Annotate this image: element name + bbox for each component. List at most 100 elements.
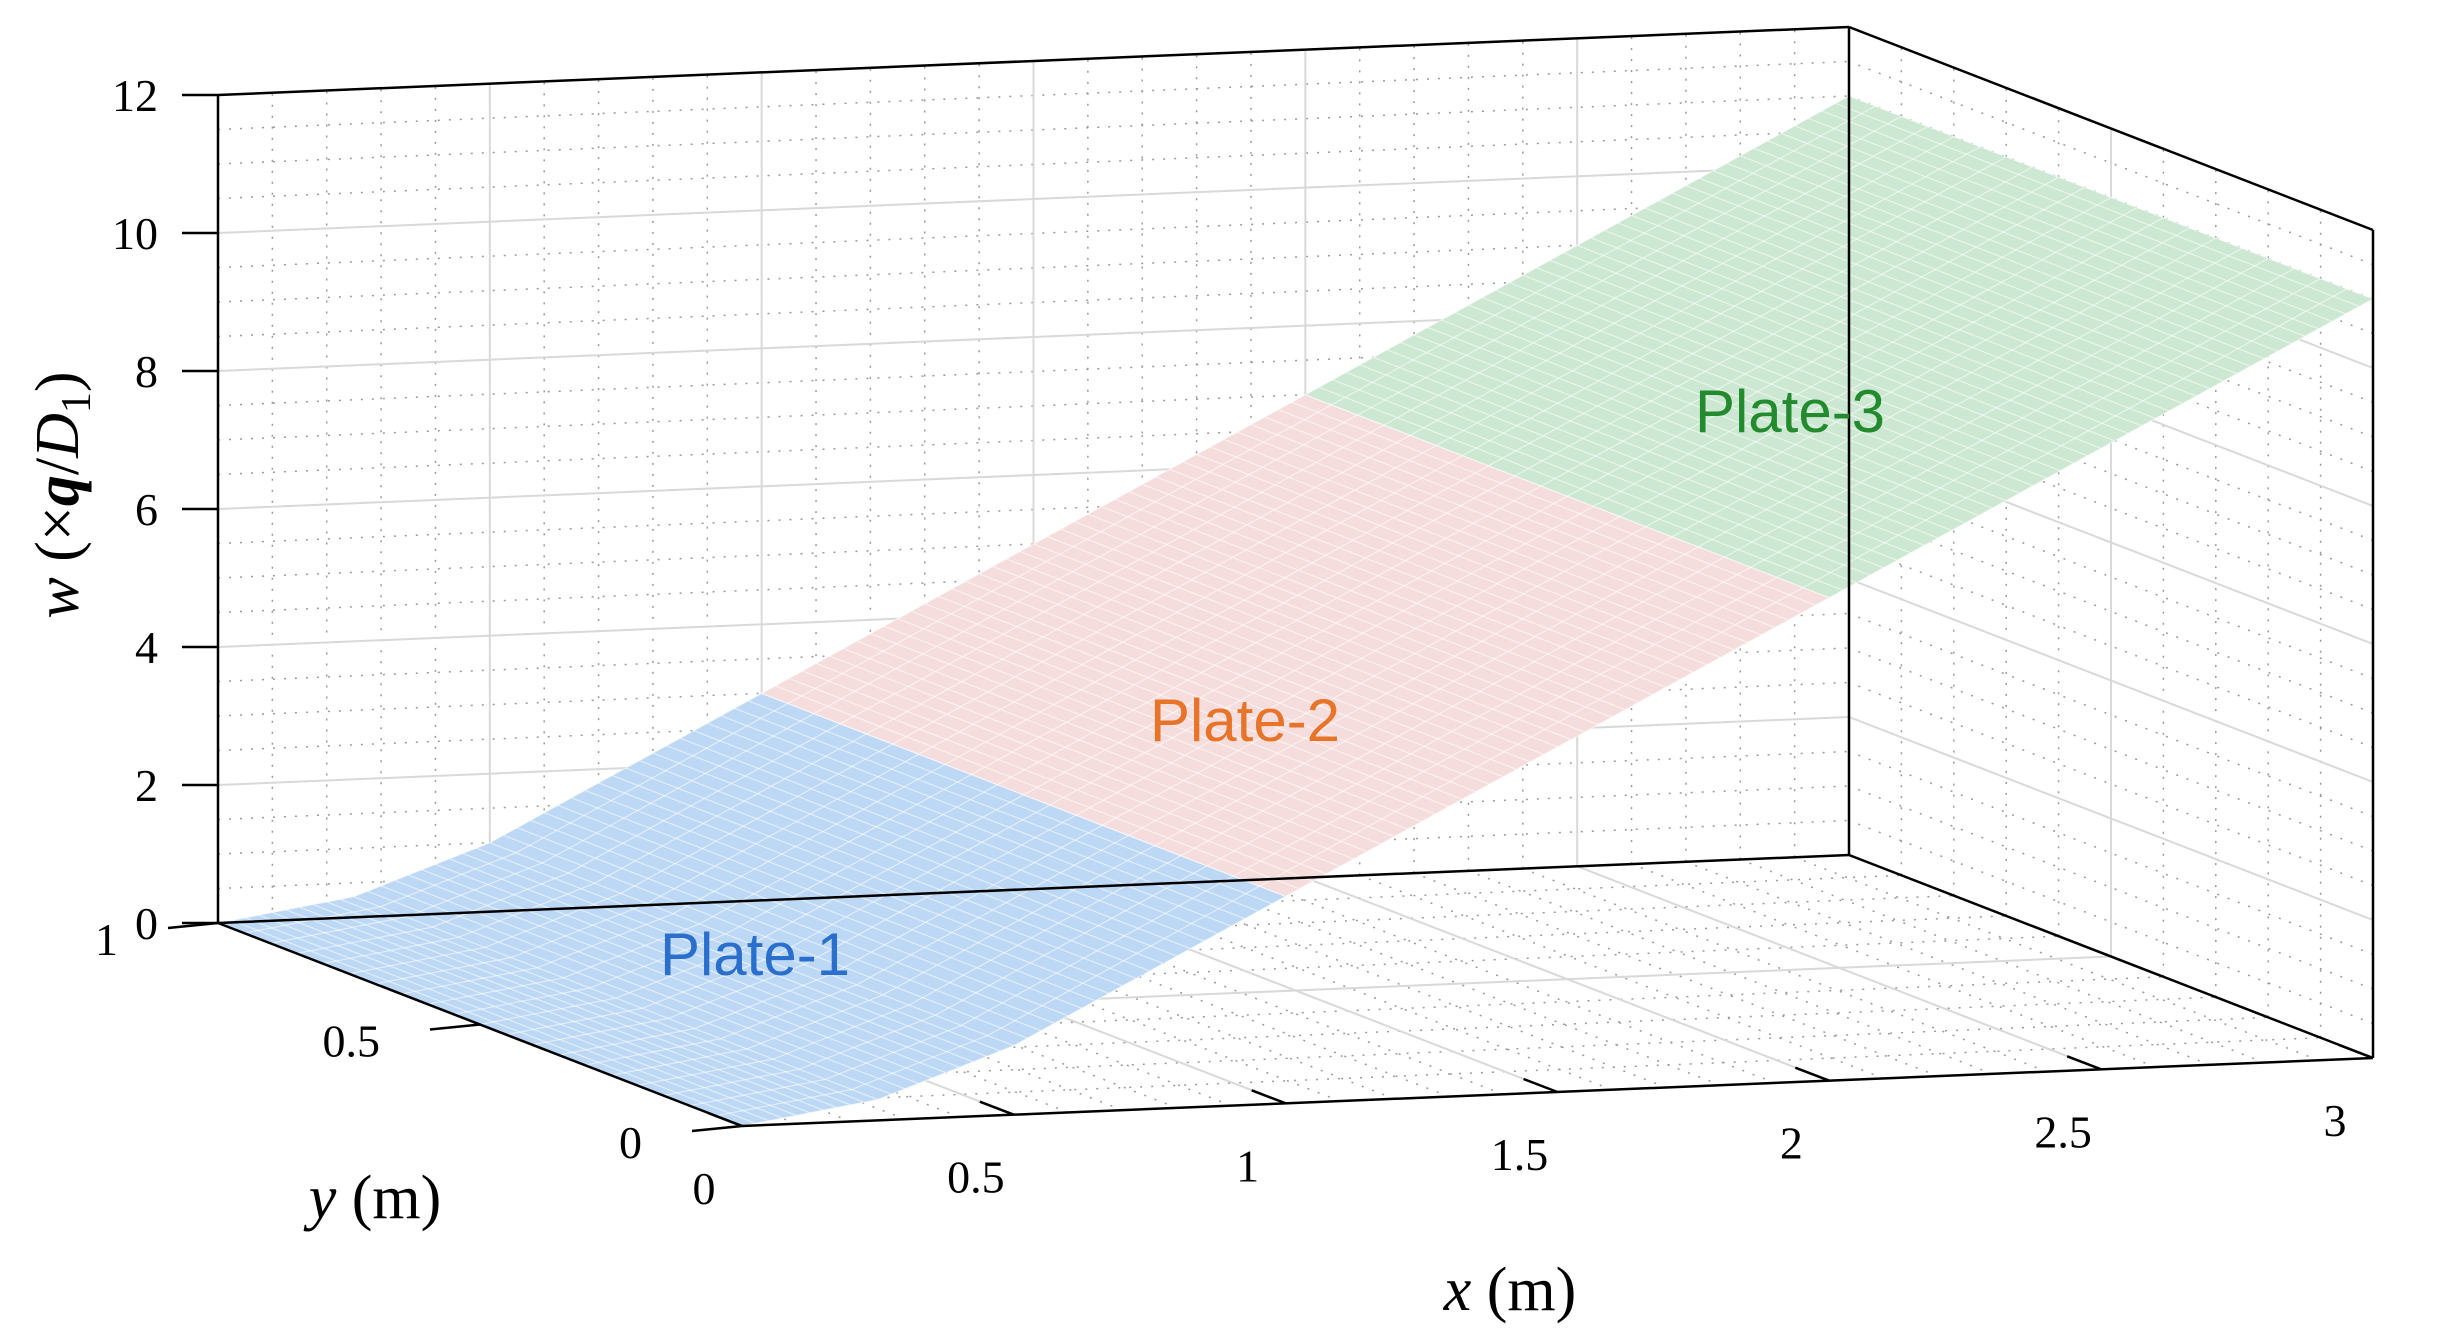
y-tick-mark — [429, 1023, 481, 1031]
major-grid-line — [1848, 578, 2374, 783]
x-tick-mark — [1794, 1066, 1830, 1082]
mesh-line — [1753, 147, 2279, 352]
plate-2-label: Plate-2 — [1150, 687, 1340, 754]
mesh-line — [1848, 95, 2374, 300]
mesh-line — [1373, 356, 1898, 561]
mesh-line — [897, 618, 1422, 823]
mesh-line — [666, 745, 1191, 950]
mesh-line — [1767, 140, 2292, 345]
mesh-line — [951, 588, 1477, 793]
mesh-line — [272, 911, 797, 1117]
mesh-line — [1631, 214, 2156, 420]
x-tick-mark — [2066, 1055, 2102, 1071]
mesh-line — [435, 863, 960, 1068]
x-tick-mark — [979, 1100, 1015, 1116]
axis-line — [1848, 853, 2374, 1060]
mesh-line — [571, 797, 1096, 1002]
axis-line — [217, 25, 1850, 97]
mesh-line — [258, 914, 783, 1119]
mesh-line — [1563, 252, 2088, 457]
mesh-line — [1835, 102, 2360, 308]
deflection-surface — [217, 95, 2374, 1127]
x-tick-label: 0 — [693, 1163, 716, 1214]
mesh-line — [1305, 394, 1830, 599]
mesh-line — [910, 610, 1436, 815]
mesh-line — [1060, 528, 1585, 733]
z-tick-label: 4 — [135, 622, 158, 673]
mesh-line — [842, 647, 1368, 853]
mesh-line — [217, 692, 762, 924]
mesh-line — [761, 692, 1286, 897]
x-tick-mark — [1251, 1089, 1287, 1105]
mesh-line — [1400, 341, 1925, 546]
mesh-line — [1209, 446, 1735, 651]
mesh-line — [557, 804, 1083, 1009]
mesh-line — [1495, 289, 2020, 494]
axis-line — [1848, 25, 2374, 232]
mesh-line — [693, 730, 1218, 935]
mesh-line — [734, 707, 1259, 912]
mesh-line — [380, 885, 906, 1090]
mesh-line — [938, 595, 1463, 800]
mesh-line — [802, 670, 1327, 875]
mesh-line — [1087, 513, 1613, 718]
x-tick-label: 2.5 — [2034, 1106, 2092, 1157]
x-tick-label: 0.5 — [947, 1152, 1005, 1203]
mesh-line — [1808, 117, 2333, 322]
mesh-line — [1672, 192, 2197, 397]
mesh-line — [978, 573, 1504, 778]
mesh-line — [1332, 379, 1857, 584]
mesh-line — [1006, 558, 1531, 763]
x-tick-mark — [1523, 1077, 1558, 1094]
mesh-line — [285, 909, 811, 1114]
mesh-line — [448, 858, 974, 1063]
mesh-line — [1617, 222, 2143, 427]
x-tick-mark — [707, 1111, 743, 1128]
x-tick-label: 1 — [1236, 1140, 1259, 1191]
mesh-line — [1264, 416, 1789, 621]
mesh-line — [1829, 298, 2374, 599]
mesh-line — [516, 827, 1042, 1032]
z-tick-label: 12 — [112, 70, 158, 121]
mesh-line — [1291, 401, 1816, 606]
mesh-line — [1182, 461, 1708, 666]
mesh-line — [462, 852, 987, 1058]
mesh-line — [625, 767, 1150, 972]
mesh-line — [340, 898, 865, 1103]
mesh-line — [1522, 274, 2048, 479]
y-tick-label: 1 — [95, 914, 118, 965]
mesh-line — [299, 906, 824, 1111]
mesh-line — [707, 722, 1232, 927]
axis-line — [217, 853, 1850, 925]
mesh-line — [1699, 177, 2224, 382]
mesh-line — [1277, 409, 1803, 614]
mesh-line — [1155, 476, 1681, 681]
mesh-line — [231, 919, 756, 1124]
mesh-line — [1780, 132, 2306, 337]
mesh-line — [870, 633, 1395, 838]
mesh-line — [1441, 319, 1966, 524]
mesh-line — [992, 565, 1517, 770]
z-tick-label: 6 — [135, 484, 158, 535]
mesh-line — [1169, 468, 1694, 673]
mesh-line — [1644, 207, 2170, 412]
x-tick-label: 3 — [2324, 1095, 2347, 1146]
mesh-line — [856, 640, 1382, 845]
mesh-line — [1142, 483, 1667, 688]
mesh-line — [1413, 334, 1939, 539]
mesh-line — [924, 603, 1449, 808]
z-tick-label: 2 — [135, 760, 158, 811]
mesh-line — [408, 874, 933, 1079]
mesh-line — [1726, 162, 2251, 367]
mesh-line — [489, 842, 1015, 1047]
mesh-line — [1454, 311, 1980, 517]
mesh-line — [244, 917, 770, 1122]
mesh-line — [1386, 349, 1912, 554]
mesh-line — [1590, 237, 2115, 442]
mesh-line — [1508, 282, 2034, 487]
mesh-line — [1685, 185, 2211, 390]
mesh-line — [1821, 110, 2347, 315]
mesh-line — [1481, 297, 2007, 502]
mesh-line — [367, 890, 892, 1095]
